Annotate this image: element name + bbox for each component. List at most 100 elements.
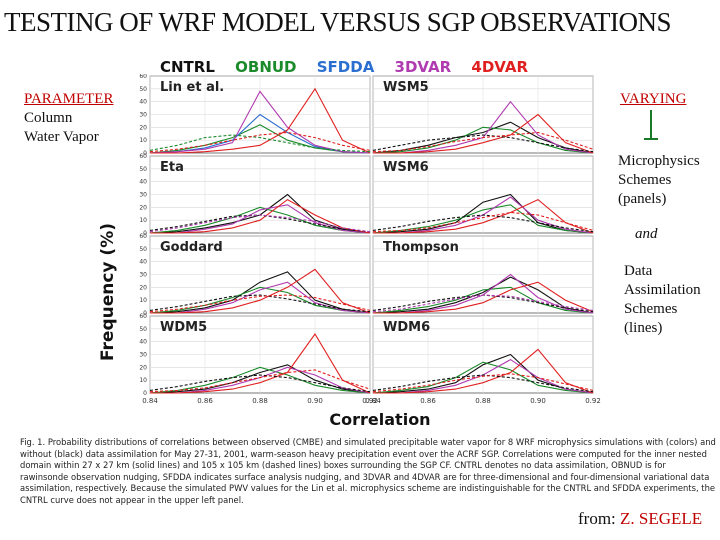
y-tick-label: 30 bbox=[139, 272, 147, 279]
legend-entry-sfdda: SFDDA bbox=[316, 58, 375, 76]
y-tick-label: 50 bbox=[139, 166, 147, 173]
y-tick-label: 60 bbox=[139, 313, 147, 320]
y-tick-label: 50 bbox=[139, 246, 147, 253]
y-tick-label: 0 bbox=[143, 310, 147, 317]
y-tick-label: 40 bbox=[139, 339, 147, 346]
series-line-cntrl bbox=[372, 134, 594, 153]
series-line-obnud bbox=[149, 366, 371, 394]
x-tick-label: 0.84 bbox=[365, 397, 381, 404]
x-tick-label: 0.86 bbox=[197, 397, 213, 404]
varying-line-7: (lines) bbox=[624, 320, 663, 336]
series-line-3dvar bbox=[149, 214, 371, 233]
series-line-obnud bbox=[149, 286, 371, 314]
series-line-obnud bbox=[149, 134, 371, 153]
series-line-4dvar bbox=[372, 131, 594, 153]
panel-title: Eta bbox=[160, 160, 184, 175]
series-line-obnud bbox=[372, 126, 594, 154]
series-line-cntrl bbox=[149, 374, 371, 393]
arrow-icon bbox=[650, 110, 652, 140]
parameter-heading: PARAMETER bbox=[24, 91, 114, 107]
series-line-4dvar bbox=[149, 294, 371, 313]
series-line-obnud bbox=[372, 361, 594, 394]
credit-name: Z. SEGELE bbox=[620, 509, 703, 528]
series-line-3dvar bbox=[372, 294, 594, 313]
credit-prefix: from: bbox=[578, 509, 616, 528]
parameter-line-2: Water Vapor bbox=[24, 129, 99, 145]
panel-title: WSM6 bbox=[383, 160, 429, 175]
x-tick-label: 0.92 bbox=[585, 397, 601, 404]
y-tick-label: 40 bbox=[139, 179, 147, 186]
y-tick-label: 10 bbox=[139, 217, 147, 224]
varying-block-1: Microphysics Schemes (panels) bbox=[618, 152, 700, 209]
series-line-4dvar bbox=[149, 131, 371, 153]
series-line-cntrl bbox=[372, 374, 594, 393]
panel-title: Goddard bbox=[160, 240, 223, 255]
chart-legend: CNTRL OBNUD SFDDA 3DVAR 4DVAR bbox=[160, 58, 543, 76]
panel-title: Thompson bbox=[383, 240, 459, 255]
series-line-cntrl bbox=[149, 271, 371, 314]
parameter-block: PARAMETER Column Water Vapor bbox=[24, 90, 113, 147]
y-tick-label: 20 bbox=[139, 124, 147, 131]
y-tick-label: 0 bbox=[143, 230, 147, 237]
varying-line-6: Schemes bbox=[624, 301, 678, 317]
series-line-4dvar bbox=[372, 373, 594, 393]
y-tick-label: 60 bbox=[139, 74, 147, 80]
series-line-obnud bbox=[372, 286, 594, 314]
x-tick-label: 0.88 bbox=[475, 397, 491, 404]
series-line-4dvar bbox=[372, 211, 594, 233]
series-line-4dvar bbox=[149, 369, 371, 393]
series-line-cntrl bbox=[372, 276, 594, 314]
varying-block-2: Data Assimilation Schemes (lines) bbox=[624, 262, 701, 338]
series-line-4dvar bbox=[373, 348, 594, 394]
x-tick-label: 0.90 bbox=[307, 397, 323, 404]
y-tick-label: 30 bbox=[139, 192, 147, 199]
x-axis-label: Correlation bbox=[329, 410, 431, 429]
y-tick-label: 10 bbox=[139, 297, 147, 304]
series-line-obnud bbox=[149, 206, 371, 234]
varying-and: and bbox=[635, 226, 658, 242]
varying-line-5: Assimilation bbox=[624, 282, 701, 298]
varying-line-2: Schemes bbox=[618, 172, 672, 188]
y-axis-label: Frequency (%) bbox=[98, 223, 118, 361]
x-tick-label: 0.88 bbox=[252, 397, 268, 404]
panel-title: WDM5 bbox=[160, 320, 207, 335]
panel-title: Lin et al. bbox=[160, 80, 224, 95]
page-title: TESTING OF WRF MODEL VERSUS SGP OBSERVAT… bbox=[4, 7, 671, 37]
y-tick-label: 60 bbox=[139, 153, 147, 160]
varying-line-3: (panels) bbox=[618, 191, 667, 207]
y-tick-label: 40 bbox=[139, 99, 147, 106]
legend-entry-cntrl: CNTRL bbox=[160, 58, 215, 76]
series-line-4dvar bbox=[373, 113, 594, 154]
y-tick-label: 20 bbox=[139, 204, 147, 211]
series-line-cntrl bbox=[372, 193, 594, 234]
series-line-cntrl bbox=[149, 294, 371, 313]
series-line-4dvar bbox=[150, 198, 371, 234]
y-tick-label: 30 bbox=[139, 112, 147, 119]
panel-grid: 0 10 20 30 40 50 60 Lin et al. WSM5 0 10 20 30 40 50 60… bbox=[139, 74, 601, 404]
panel-title: WDM6 bbox=[383, 320, 430, 335]
x-tick-label: 0.84 bbox=[142, 397, 158, 404]
varying-line-1: Microphysics bbox=[618, 153, 700, 169]
x-tick-label: 0.92 bbox=[362, 397, 378, 404]
y-tick-label: 40 bbox=[139, 259, 147, 266]
series-line-4dvar bbox=[150, 332, 371, 394]
y-tick-label: 50 bbox=[139, 326, 147, 333]
y-tick-label: 0 bbox=[143, 150, 147, 157]
varying-line-4: Data bbox=[624, 263, 653, 279]
legend-entry-3dvar: 3DVAR bbox=[394, 58, 452, 76]
series-line-4dvar bbox=[373, 198, 594, 234]
series-line-4dvar bbox=[373, 281, 594, 314]
y-tick-label: 30 bbox=[139, 352, 147, 359]
parameter-line-1: Column bbox=[24, 110, 73, 126]
arrow-head-icon bbox=[644, 138, 658, 140]
panel-title: WSM5 bbox=[383, 80, 429, 95]
x-tick-label: 0.86 bbox=[420, 397, 436, 404]
y-tick-label: 20 bbox=[139, 364, 147, 371]
credit: from: Z. SEGELE bbox=[578, 509, 702, 529]
series-line-4dvar bbox=[150, 87, 371, 154]
y-tick-label: 0 bbox=[143, 390, 147, 397]
x-tick-label: 0.90 bbox=[530, 397, 546, 404]
series-line-4dvar bbox=[150, 268, 371, 314]
y-tick-label: 50 bbox=[139, 86, 147, 93]
figure-caption: Fig. 1. Probability distributions of cor… bbox=[20, 437, 716, 505]
